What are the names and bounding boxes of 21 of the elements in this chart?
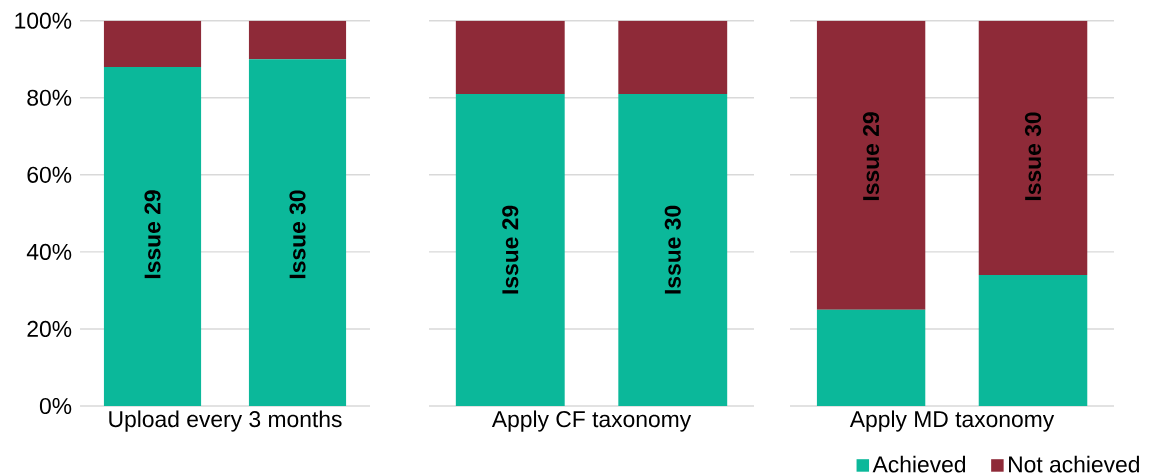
x-axis-title: Apply CF taxonomy	[491, 410, 692, 432]
x-tick-label: Issue 30	[1024, 112, 1042, 201]
bar	[103, 66, 202, 406]
x-tick-label: Issue 29	[862, 112, 880, 201]
bar	[103, 20, 202, 67]
x-tick-label: Issue 30	[289, 190, 306, 279]
x-tick-label: Issue 29	[144, 190, 161, 279]
y-tick-label: 20%	[27, 320, 72, 338]
legend-label: Not achieved	[1009, 455, 1139, 473]
y-tick-label: 80%	[27, 89, 72, 106]
x-axis-title: Upload every 3 months	[109, 410, 342, 432]
y-tick-label: 60%	[27, 166, 72, 183]
y-tick-label: 40%	[26, 243, 72, 260]
x-tick-label: Issue 30	[664, 205, 681, 294]
legend-label: Achieved	[872, 455, 966, 473]
x-axis-title: Apply MD taxonomy	[849, 410, 1055, 432]
x-tick-label: Issue 29	[502, 205, 519, 294]
y-tick-label: 0%	[39, 397, 72, 415]
y-tick-label: 100%	[15, 12, 72, 29]
bar	[248, 59, 347, 406]
bar	[248, 20, 347, 60]
